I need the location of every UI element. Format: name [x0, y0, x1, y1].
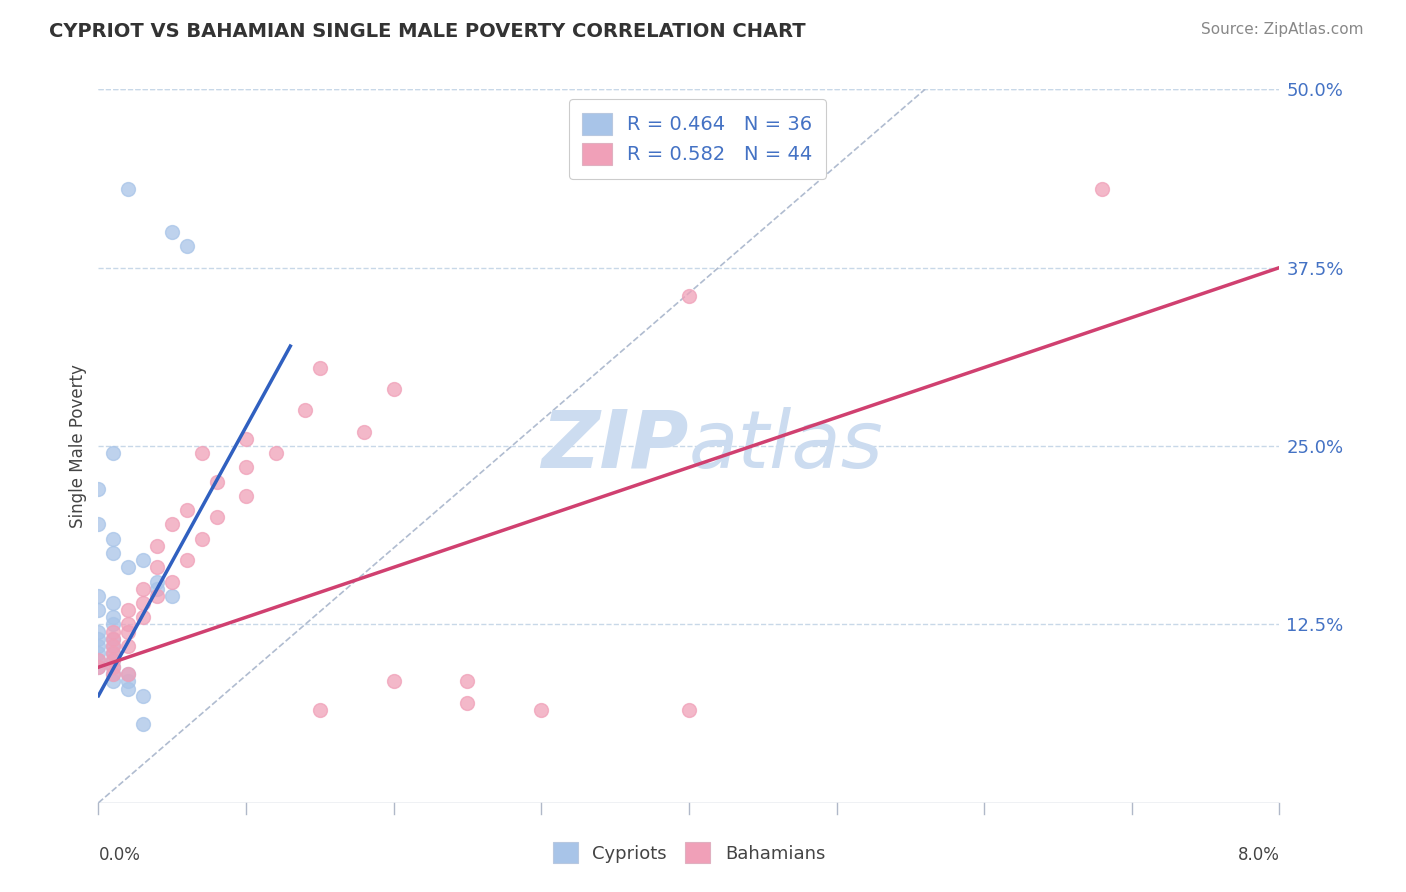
Point: [162, 589, 183, 603]
Point: [103, 632, 125, 646]
Point: [117, 560, 139, 574]
Point: [146, 539, 169, 553]
Point: [117, 624, 139, 639]
Point: [117, 667, 139, 681]
Point: [146, 582, 169, 596]
Point: [103, 632, 125, 646]
Point: [87, 646, 110, 660]
Point: [103, 674, 125, 689]
Point: [264, 446, 287, 460]
Text: CYPRIOT VS BAHAMIAN SINGLE MALE POVERTY CORRELATION CHART: CYPRIOT VS BAHAMIAN SINGLE MALE POVERTY …: [49, 22, 806, 41]
Point: [117, 603, 139, 617]
Point: [132, 596, 155, 610]
Point: [103, 596, 125, 610]
Point: [146, 589, 169, 603]
Point: [294, 403, 316, 417]
Point: [87, 653, 110, 667]
Point: [1091, 182, 1114, 196]
Point: [678, 289, 700, 303]
Text: ZIP: ZIP: [541, 407, 689, 485]
Text: 0.0%: 0.0%: [98, 846, 141, 863]
Point: [530, 703, 553, 717]
Y-axis label: Single Male Poverty: Single Male Poverty: [69, 364, 87, 528]
Point: [176, 553, 198, 567]
Point: [87, 624, 110, 639]
Text: atlas: atlas: [689, 407, 884, 485]
Point: [87, 660, 110, 674]
Point: [191, 532, 214, 546]
Point: [205, 510, 228, 524]
Point: [162, 225, 183, 239]
Point: [117, 182, 139, 196]
Point: [87, 632, 110, 646]
Point: [103, 532, 125, 546]
Point: [87, 639, 110, 653]
Point: [382, 674, 405, 689]
Text: Source: ZipAtlas.com: Source: ZipAtlas.com: [1201, 22, 1364, 37]
Point: [103, 660, 125, 674]
Point: [103, 653, 125, 667]
Point: [117, 681, 139, 696]
Point: [103, 639, 125, 653]
Point: [176, 239, 198, 253]
Point: [457, 674, 479, 689]
Point: [382, 382, 405, 396]
Point: [117, 639, 139, 653]
Point: [353, 425, 375, 439]
Text: 8.0%: 8.0%: [1237, 846, 1279, 863]
Point: [678, 703, 700, 717]
Point: [103, 546, 125, 560]
Legend: Cypriots, Bahamians: Cypriots, Bahamians: [544, 833, 834, 872]
Point: [235, 432, 257, 446]
Point: [103, 639, 125, 653]
Point: [87, 517, 110, 532]
Point: [103, 646, 125, 660]
Point: [103, 610, 125, 624]
Point: [87, 603, 110, 617]
Point: [205, 475, 228, 489]
Point: [103, 667, 125, 681]
Point: [103, 653, 125, 667]
Point: [103, 617, 125, 632]
Point: [87, 482, 110, 496]
Point: [103, 624, 125, 639]
Point: [87, 653, 110, 667]
Point: [162, 574, 183, 589]
Point: [132, 582, 155, 596]
Point: [132, 689, 155, 703]
Point: [103, 660, 125, 674]
Point: [235, 460, 257, 475]
Point: [176, 503, 198, 517]
Point: [457, 696, 479, 710]
Point: [87, 589, 110, 603]
Point: [309, 360, 332, 375]
Point: [87, 660, 110, 674]
Point: [103, 446, 125, 460]
Point: [146, 574, 169, 589]
Point: [117, 617, 139, 632]
Point: [103, 646, 125, 660]
Point: [309, 703, 332, 717]
Point: [132, 553, 155, 567]
Point: [132, 610, 155, 624]
Point: [117, 674, 139, 689]
Point: [146, 560, 169, 574]
Point: [191, 446, 214, 460]
Point: [162, 517, 183, 532]
Point: [103, 667, 125, 681]
Point: [235, 489, 257, 503]
Point: [132, 717, 155, 731]
Point: [117, 667, 139, 681]
